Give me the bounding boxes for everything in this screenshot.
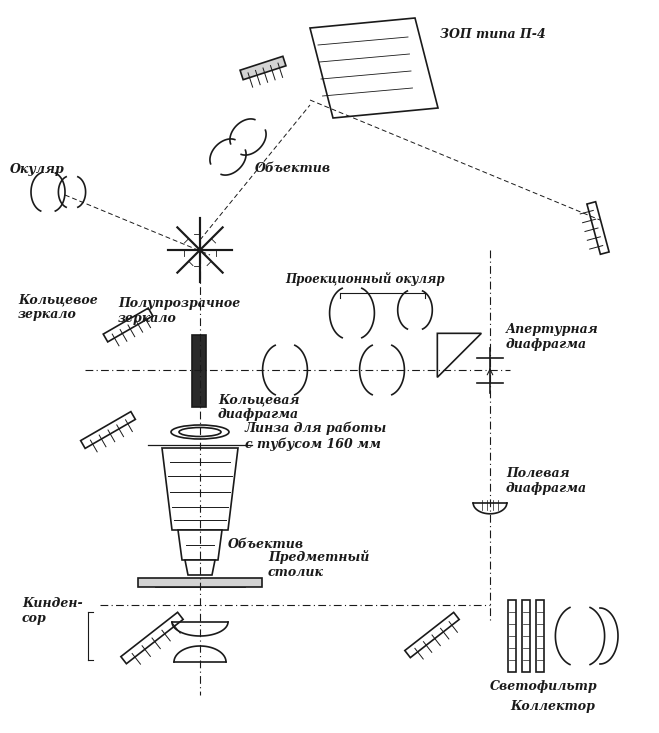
Text: Окуляр: Окуляр [10,163,65,176]
Polygon shape [185,560,215,575]
Text: Светофильтр: Светофильтр [490,680,598,693]
Text: Объектив: Объектив [255,162,331,175]
Polygon shape [103,308,153,342]
Text: Линза для работы
с тубусом 160 мм: Линза для работы с тубусом 160 мм [245,422,387,451]
Bar [536,600,544,672]
Text: Кольцевая
диафрагма: Кольцевая диафрагма [218,393,299,421]
Polygon shape [162,448,238,530]
Polygon shape [80,412,135,449]
Polygon shape [178,530,222,560]
Text: Полевая
диафрагма: Полевая диафрагма [506,467,587,495]
Text: Коллектор: Коллектор [510,700,595,713]
Text: Проекционный окуляр: Проекционный окуляр [285,272,445,286]
Bar [508,600,516,672]
Bar [138,578,262,587]
Text: Апертурная
диафрагма: Апертурная диафрагма [506,323,599,351]
Text: Предметный
столик: Предметный столик [268,550,370,579]
Text: Кинден-
сор: Кинден- сор [22,597,83,625]
Text: Объектив: Объектив [228,538,304,551]
Polygon shape [438,334,481,377]
Polygon shape [240,56,286,80]
Polygon shape [405,612,459,658]
Bar [192,335,206,407]
Polygon shape [587,202,609,254]
Bar [522,600,530,672]
Ellipse shape [179,427,221,436]
Polygon shape [121,612,183,663]
Text: Кольцевое
зеркало: Кольцевое зеркало [18,293,98,321]
Ellipse shape [171,425,229,439]
Text: Полупрозрачное
зеркало: Полупрозрачное зеркало [118,297,241,325]
Polygon shape [310,18,438,118]
Text: ЗОП типа П-4: ЗОП типа П-4 [440,28,546,41]
